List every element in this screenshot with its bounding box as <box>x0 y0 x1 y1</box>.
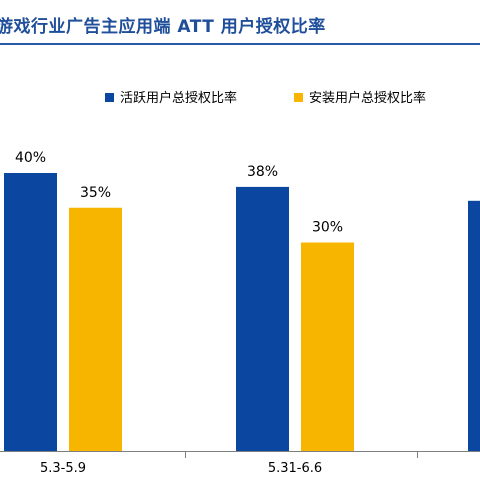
data-label-1-1: 30% <box>312 220 343 236</box>
chart-title: 游戏行业广告主应用端 ATT 用户授权比率 <box>0 17 326 37</box>
legend-swatch-0 <box>105 93 114 102</box>
legend-swatch-1 <box>294 93 303 102</box>
bar-0-2 <box>468 200 480 451</box>
legend-label-1: 安装用户总授权比率 <box>309 90 426 106</box>
bar-1-1 <box>301 242 354 451</box>
title-divider <box>0 43 480 45</box>
legend-label-0: 活跃用户总授权比率 <box>120 90 237 106</box>
x-tick-label-0: 5.3-5.9 <box>40 461 86 476</box>
bar-0-1 <box>236 186 289 451</box>
data-label-0-0: 40% <box>15 150 46 166</box>
data-label-1-0: 35% <box>80 185 111 201</box>
bar-0-0 <box>4 173 57 451</box>
data-label-0-1: 38% <box>247 164 278 180</box>
title-bar: 游戏行业广告主应用端 ATT 用户授权比率 <box>0 0 480 45</box>
bar-1-0 <box>69 207 122 451</box>
x-tick-label-1: 5.31-6.6 <box>268 461 322 476</box>
